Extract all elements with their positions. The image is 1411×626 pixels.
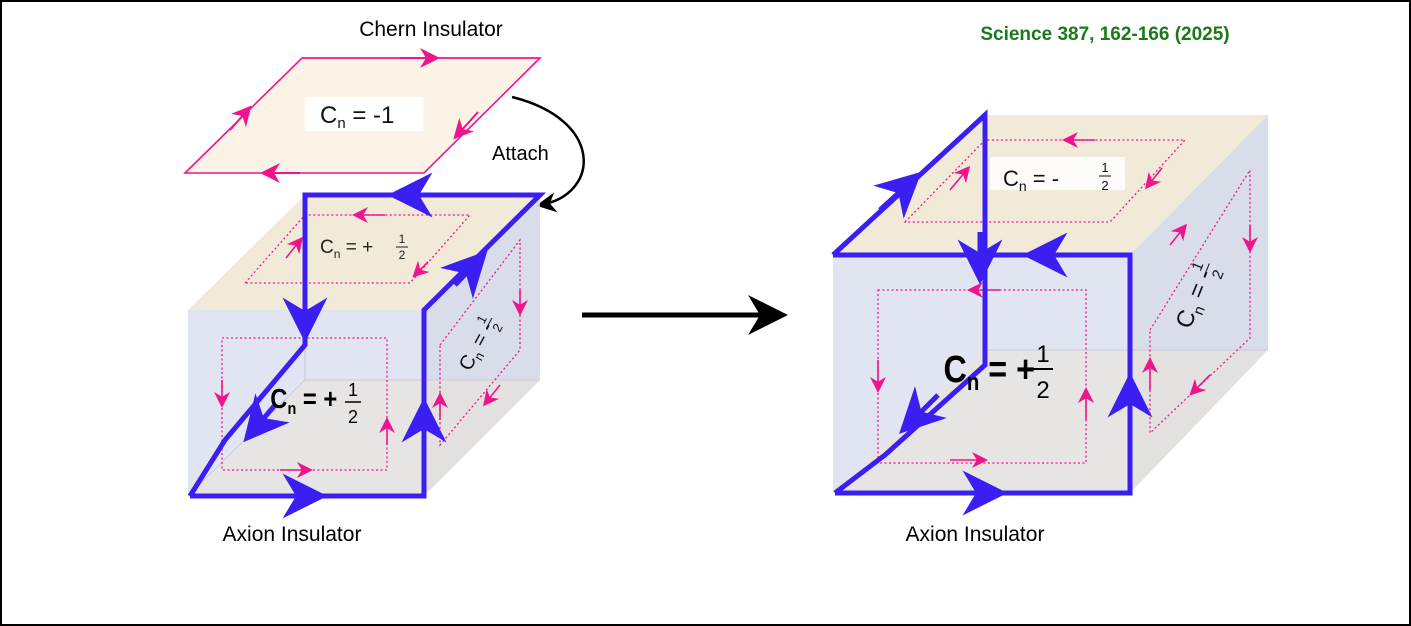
chern-cn-label: Cn = -1 xyxy=(320,102,394,132)
attach-arrow xyxy=(511,95,585,213)
left-top-face-cn: Cn = + xyxy=(320,237,373,261)
left-front-face-cn: Cn = + xyxy=(270,382,337,418)
right-front-frac-num: 1 xyxy=(1036,341,1049,368)
chern-insulator-plate xyxy=(183,48,542,183)
right-front-frac-den: 2 xyxy=(1036,377,1049,404)
left-axion-cube xyxy=(187,172,547,519)
right-top-label-bg xyxy=(990,157,1125,190)
right-axion-label: Axion Insulator xyxy=(906,523,1045,546)
right-side-face-cn: Cn = - 1 2 xyxy=(1171,259,1228,332)
right-top-frac-num: 1 xyxy=(1101,160,1108,175)
right-top-face-cn: Cn = - xyxy=(1003,166,1059,194)
left-axion-label: Axion Insulator xyxy=(223,523,362,546)
right-top-frac-den: 2 xyxy=(1101,178,1108,193)
right-axion-cube xyxy=(831,109,1268,516)
left-front-frac-num: 1 xyxy=(348,380,358,400)
citation-label: Science 387, 162-166 (2025) xyxy=(980,24,1229,45)
right-front-face-cn: Cn = + xyxy=(944,349,1035,396)
left-top-frac-den: 2 xyxy=(399,248,406,262)
left-top-frac-num: 1 xyxy=(399,232,406,246)
chern-insulator-label: Chern Insulator xyxy=(359,18,503,41)
left-front-frac-den: 2 xyxy=(348,407,358,427)
attach-label: Attach xyxy=(492,143,549,165)
